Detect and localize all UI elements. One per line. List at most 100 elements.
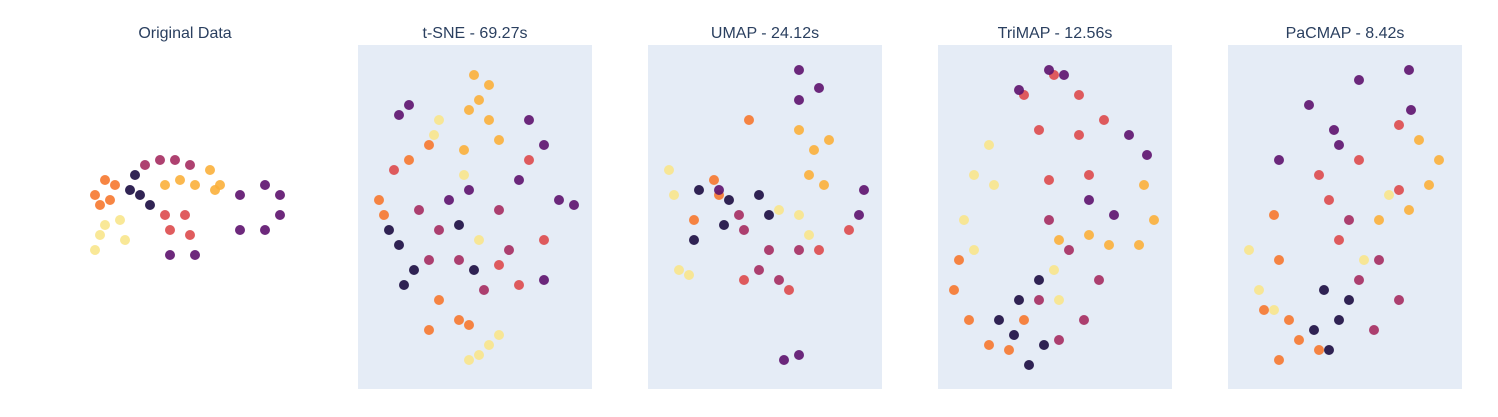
point	[539, 235, 549, 245]
point	[494, 205, 504, 215]
point	[1274, 155, 1284, 165]
point	[779, 355, 789, 365]
point	[989, 180, 999, 190]
panel-title: UMAP - 24.12s	[711, 25, 819, 42]
point	[205, 165, 215, 175]
point	[444, 195, 454, 205]
point	[100, 175, 110, 185]
point	[484, 340, 494, 350]
point	[1044, 215, 1054, 225]
point	[1274, 355, 1284, 365]
point	[1009, 330, 1019, 340]
panel-title: TriMAP - 12.56s	[998, 25, 1113, 42]
point	[1354, 155, 1364, 165]
point	[459, 170, 469, 180]
point	[424, 325, 434, 335]
point	[1054, 235, 1064, 245]
point	[724, 195, 734, 205]
point	[664, 165, 674, 175]
point	[1059, 70, 1069, 80]
point	[155, 155, 165, 165]
point	[145, 200, 155, 210]
point	[140, 160, 150, 170]
point	[115, 215, 125, 225]
point	[1039, 340, 1049, 350]
point	[105, 195, 115, 205]
point	[185, 230, 195, 240]
point	[514, 280, 524, 290]
point	[674, 265, 684, 275]
point	[1094, 275, 1104, 285]
panel-title: Original Data	[138, 25, 231, 42]
point	[424, 255, 434, 265]
point	[1014, 295, 1024, 305]
point	[125, 185, 135, 195]
point	[90, 245, 100, 255]
point	[235, 225, 245, 235]
point	[1406, 105, 1416, 115]
point	[1404, 205, 1414, 215]
point	[804, 230, 814, 240]
point	[764, 245, 774, 255]
point	[379, 210, 389, 220]
point	[464, 320, 474, 330]
point	[1044, 175, 1054, 185]
point	[1124, 130, 1134, 140]
point	[185, 160, 195, 170]
point	[1394, 295, 1404, 305]
point	[474, 95, 484, 105]
point	[959, 215, 969, 225]
point	[464, 105, 474, 115]
point	[539, 140, 549, 150]
point	[1309, 325, 1319, 335]
point	[275, 210, 285, 220]
plot-background	[938, 45, 1172, 389]
point	[170, 155, 180, 165]
point	[1054, 295, 1064, 305]
point	[110, 180, 120, 190]
point	[210, 185, 220, 195]
point	[479, 285, 489, 295]
point	[719, 220, 729, 230]
point	[1344, 215, 1354, 225]
point	[1354, 75, 1364, 85]
point	[744, 115, 754, 125]
point	[794, 125, 804, 135]
point	[494, 260, 504, 270]
point	[1134, 240, 1144, 250]
point	[434, 115, 444, 125]
point	[464, 355, 474, 365]
point	[1269, 305, 1279, 315]
point	[1304, 100, 1314, 110]
point	[774, 275, 784, 285]
point	[260, 180, 270, 190]
point	[1019, 315, 1029, 325]
point	[819, 180, 829, 190]
point	[1334, 315, 1344, 325]
point	[424, 140, 434, 150]
point	[754, 190, 764, 200]
point	[454, 220, 464, 230]
point	[1294, 335, 1304, 345]
point	[684, 270, 694, 280]
point	[1414, 135, 1424, 145]
point	[734, 210, 744, 220]
point	[1109, 210, 1119, 220]
panel-title: PaCMAP - 8.42s	[1286, 25, 1405, 42]
point	[414, 205, 424, 215]
point	[1049, 265, 1059, 275]
point	[235, 190, 245, 200]
point	[774, 205, 784, 215]
point	[175, 175, 185, 185]
point	[1434, 155, 1444, 165]
point	[1064, 245, 1074, 255]
point	[464, 185, 474, 195]
point	[190, 250, 200, 260]
point	[165, 225, 175, 235]
point	[1374, 215, 1384, 225]
point	[1269, 210, 1279, 220]
point	[484, 115, 494, 125]
point	[1424, 180, 1434, 190]
point	[824, 135, 834, 145]
point	[689, 235, 699, 245]
